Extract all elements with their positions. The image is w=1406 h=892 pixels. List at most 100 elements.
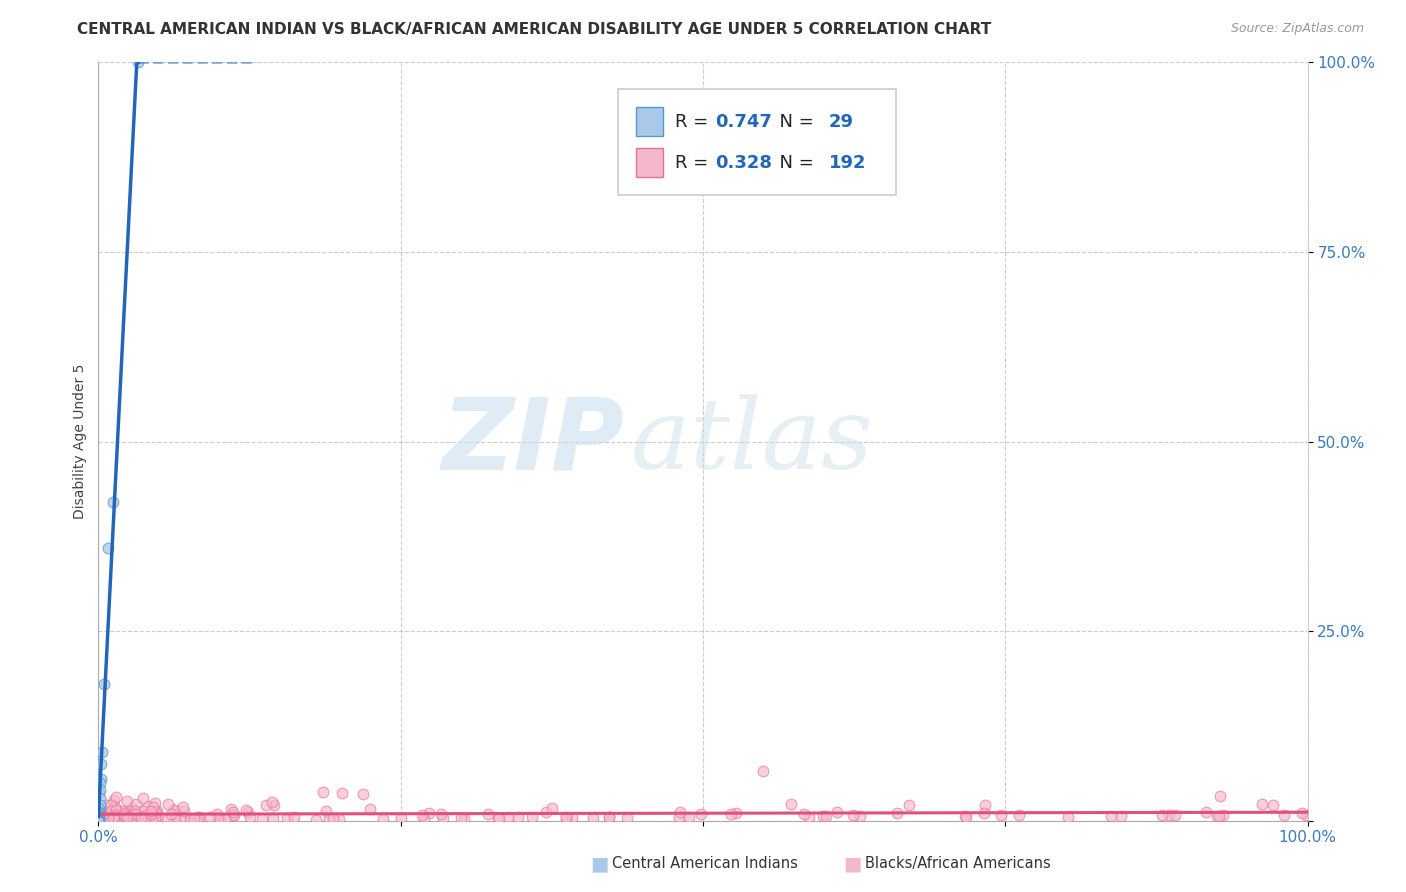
Point xyxy=(100,798,122,813)
Point xyxy=(205,806,228,821)
Point xyxy=(207,812,229,826)
Point xyxy=(172,800,194,814)
Point xyxy=(87,814,110,828)
Point xyxy=(239,810,262,824)
Point xyxy=(488,811,510,825)
Point xyxy=(371,812,394,826)
Point xyxy=(1250,797,1272,812)
Point xyxy=(156,814,179,828)
Point xyxy=(93,677,115,691)
Point xyxy=(179,812,201,826)
Point xyxy=(87,814,110,828)
Point xyxy=(101,806,124,821)
Text: atlas: atlas xyxy=(630,394,873,489)
Point xyxy=(112,811,135,825)
Point xyxy=(814,809,837,823)
Text: 0.328: 0.328 xyxy=(716,153,772,171)
Point xyxy=(1163,807,1185,822)
Point xyxy=(127,55,149,70)
Point xyxy=(328,812,350,826)
Point xyxy=(143,796,166,810)
Point xyxy=(1205,809,1227,823)
Point xyxy=(91,746,114,760)
Point xyxy=(1099,809,1122,823)
Point xyxy=(752,764,775,779)
Point xyxy=(101,812,124,826)
Text: 192: 192 xyxy=(828,153,866,171)
Point xyxy=(89,806,111,821)
Point xyxy=(173,812,195,826)
Point xyxy=(87,802,110,816)
Point xyxy=(180,813,202,827)
Point xyxy=(163,803,186,817)
Point xyxy=(797,810,820,824)
Point xyxy=(263,797,285,812)
Point xyxy=(91,812,114,826)
Point xyxy=(118,807,141,822)
Point xyxy=(89,786,111,800)
Point xyxy=(111,805,134,819)
Point xyxy=(117,810,139,824)
Point xyxy=(89,783,111,797)
Point xyxy=(112,808,135,822)
Point xyxy=(87,808,110,822)
Point xyxy=(89,776,111,790)
Point xyxy=(720,807,742,822)
Point xyxy=(124,797,146,812)
Point xyxy=(222,805,245,819)
Point xyxy=(141,806,163,821)
Point xyxy=(561,811,583,825)
Point xyxy=(87,814,110,828)
Point xyxy=(506,810,529,824)
Point xyxy=(163,803,186,817)
Point xyxy=(779,797,801,811)
Point xyxy=(90,772,112,786)
Point xyxy=(262,795,284,809)
Point xyxy=(124,805,146,819)
Point xyxy=(87,814,110,828)
Point xyxy=(97,541,120,555)
Point xyxy=(163,808,186,822)
Point xyxy=(141,813,163,827)
Point xyxy=(555,810,578,824)
Point xyxy=(104,803,127,817)
Point xyxy=(87,811,110,825)
Point xyxy=(187,810,209,824)
Point xyxy=(1208,809,1230,823)
Point xyxy=(139,805,162,819)
Point xyxy=(105,810,128,824)
Point xyxy=(811,809,834,823)
Point xyxy=(103,814,125,828)
Point xyxy=(121,808,143,822)
Point xyxy=(145,805,167,819)
Point xyxy=(122,812,145,826)
Point xyxy=(793,807,815,822)
Point xyxy=(842,808,865,822)
Point xyxy=(352,787,374,801)
Point xyxy=(238,805,260,819)
Point xyxy=(322,811,344,825)
Point xyxy=(222,808,245,822)
Point xyxy=(678,810,700,824)
Point xyxy=(1291,806,1313,821)
Point xyxy=(186,813,208,827)
Point xyxy=(221,802,243,816)
Point xyxy=(112,805,135,820)
Point xyxy=(125,812,148,826)
Point xyxy=(104,800,127,814)
Point xyxy=(359,802,381,816)
Point xyxy=(93,812,115,826)
Point xyxy=(118,810,141,824)
Point xyxy=(90,756,112,771)
Point xyxy=(886,805,908,820)
FancyBboxPatch shape xyxy=(637,148,664,177)
Point xyxy=(145,805,167,819)
Point xyxy=(254,797,277,812)
Point xyxy=(122,810,145,824)
FancyBboxPatch shape xyxy=(637,107,664,136)
Point xyxy=(1152,808,1174,822)
Point xyxy=(127,812,149,826)
Point xyxy=(132,791,155,805)
Text: CENTRAL AMERICAN INDIAN VS BLACK/AFRICAN AMERICAN DISABILITY AGE UNDER 5 CORRELA: CENTRAL AMERICAN INDIAN VS BLACK/AFRICAN… xyxy=(77,22,991,37)
Point xyxy=(136,799,159,814)
